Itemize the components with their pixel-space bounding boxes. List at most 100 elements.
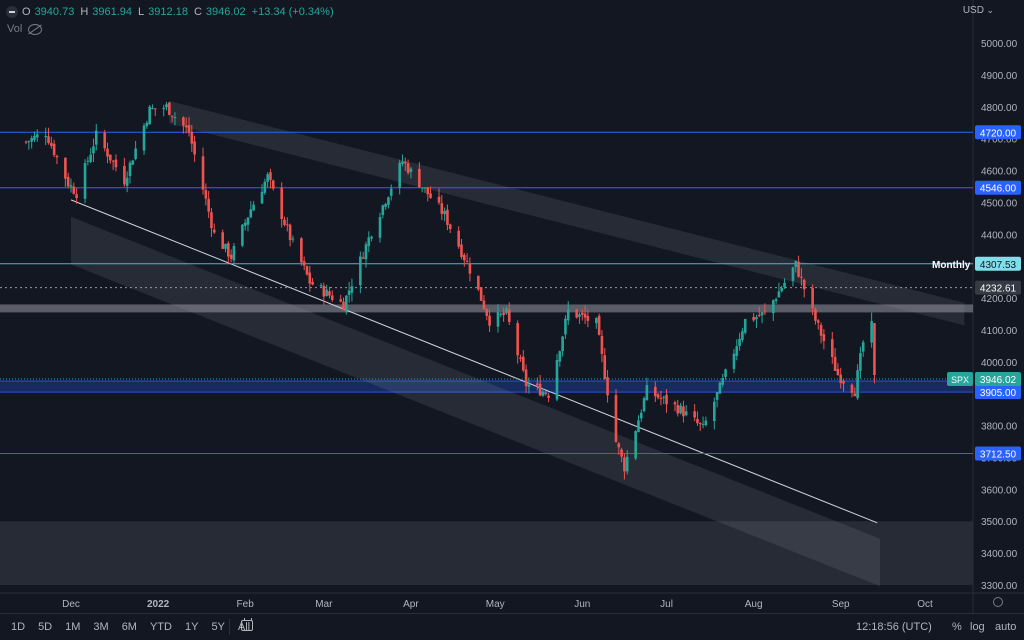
candle-body bbox=[578, 314, 581, 317]
candle-body bbox=[66, 176, 70, 187]
range-button-3m[interactable]: 3M bbox=[93, 621, 109, 633]
candle-body bbox=[580, 312, 584, 315]
candle-body bbox=[173, 117, 177, 119]
candle-body bbox=[204, 190, 208, 199]
candle-body bbox=[496, 312, 500, 327]
utc-clock[interactable]: 12:18:56 (UTC) bbox=[856, 621, 932, 633]
channel-1 bbox=[71, 216, 881, 587]
last-price-tag bbox=[975, 372, 1021, 387]
candle-body bbox=[797, 261, 800, 277]
candle-body bbox=[229, 254, 233, 259]
settings-gear-icon[interactable] bbox=[993, 597, 1003, 607]
candle-body bbox=[800, 276, 803, 278]
range-button-1d[interactable]: 1D bbox=[11, 621, 26, 633]
range-button-1y[interactable]: 1Y bbox=[184, 621, 199, 633]
y-tick-label: 4700.00 bbox=[981, 135, 1018, 146]
candle-body bbox=[600, 335, 604, 354]
candle-body bbox=[190, 131, 194, 144]
candle-body bbox=[322, 285, 326, 297]
candle-body bbox=[201, 156, 205, 190]
percent-toggle[interactable]: % bbox=[952, 621, 962, 633]
price-chart[interactable]: Monthly 5000.00 4900.00 4800.00 4700.00 4600.… bbox=[0, 0, 1024, 613]
y-tick-label: 4100.00 bbox=[981, 326, 1018, 337]
hidden-eye-icon[interactable] bbox=[28, 23, 43, 35]
calendar-icon[interactable] bbox=[241, 618, 253, 631]
candle-body bbox=[328, 291, 331, 296]
candle-body bbox=[850, 384, 854, 393]
candle-body bbox=[541, 391, 545, 396]
range-button-6m[interactable]: 6M bbox=[121, 621, 137, 633]
y-tick-label: 4600.00 bbox=[981, 167, 1018, 178]
candle-body bbox=[162, 107, 166, 109]
zone-1 bbox=[0, 380, 973, 393]
candle-body bbox=[811, 287, 814, 309]
candle-body bbox=[378, 217, 382, 238]
candle-body bbox=[69, 185, 73, 187]
close-value: 3946.02 bbox=[205, 6, 246, 18]
candle-body bbox=[64, 157, 67, 179]
candle-body bbox=[423, 187, 427, 189]
auto-toggle[interactable]: auto bbox=[995, 621, 1017, 633]
candle-body bbox=[721, 378, 725, 385]
candle-body bbox=[418, 168, 421, 188]
candle-body bbox=[269, 172, 272, 181]
candle-body bbox=[345, 295, 348, 312]
candle-body bbox=[123, 165, 126, 185]
candle-body bbox=[713, 401, 716, 421]
x-tick-label: Sep bbox=[832, 599, 850, 610]
candle-body bbox=[33, 135, 36, 140]
currency-selector[interactable]: USD bbox=[963, 5, 994, 16]
y-tick-label: 3400.00 bbox=[981, 549, 1018, 560]
candle-body bbox=[814, 309, 817, 321]
candle-body bbox=[558, 351, 562, 362]
range-button-ytd[interactable]: YTD bbox=[149, 621, 172, 633]
close-label: C bbox=[193, 6, 202, 18]
candle-body bbox=[55, 155, 59, 158]
range-button-5d[interactable]: 5D bbox=[38, 621, 53, 633]
x-tick-label: Oct bbox=[917, 599, 933, 610]
candle-body bbox=[777, 291, 781, 298]
range-button-1m[interactable]: 1M bbox=[65, 621, 81, 633]
candle-body bbox=[125, 177, 129, 186]
y-tick-label: 3800.00 bbox=[981, 422, 1018, 433]
candle-body bbox=[266, 174, 269, 182]
candle-body bbox=[659, 398, 663, 400]
range-button-5y[interactable]: 5Y bbox=[211, 621, 225, 633]
candle-body bbox=[448, 224, 452, 229]
candle-body bbox=[673, 402, 677, 405]
candle-body bbox=[221, 232, 224, 249]
candle-body bbox=[617, 443, 621, 448]
candle-body bbox=[187, 125, 191, 133]
level-4546.00-tag-label: 4546.00 bbox=[980, 184, 1017, 195]
candle-body bbox=[774, 299, 778, 301]
collapse-legend-icon[interactable] bbox=[6, 6, 18, 18]
candle-body bbox=[342, 301, 345, 311]
x-tick-label: Jul bbox=[660, 599, 673, 610]
candle-body bbox=[502, 312, 505, 316]
candle-body bbox=[783, 282, 786, 288]
y-tick-label: 3600.00 bbox=[981, 485, 1018, 496]
candle-body bbox=[555, 360, 559, 400]
candle-body bbox=[260, 191, 264, 204]
y-tick-label: 3500.00 bbox=[981, 517, 1018, 528]
candle-body bbox=[252, 204, 255, 211]
y-tick-label: 4900.00 bbox=[981, 71, 1018, 82]
candle-body bbox=[92, 146, 95, 154]
candle-body bbox=[305, 266, 309, 275]
candle-body bbox=[654, 386, 657, 397]
candle-body bbox=[302, 261, 306, 266]
candle-body bbox=[488, 315, 491, 326]
log-toggle[interactable]: log bbox=[970, 621, 985, 633]
candle-body bbox=[623, 457, 626, 472]
candle-body bbox=[145, 122, 149, 127]
ohlc-legend: O 3940.73 H 3961.94 L 3912.18 C 3946.02 +13.… bbox=[6, 6, 336, 18]
candle-body bbox=[566, 309, 570, 321]
candle-body bbox=[575, 309, 578, 318]
candle-body bbox=[507, 309, 511, 323]
level-3712.50-tag-label: 3712.50 bbox=[980, 449, 1017, 460]
candle-body bbox=[760, 312, 764, 316]
candle-body bbox=[52, 143, 56, 156]
candle-body bbox=[151, 107, 154, 109]
candle-body bbox=[443, 210, 446, 215]
candle-body bbox=[763, 311, 767, 313]
